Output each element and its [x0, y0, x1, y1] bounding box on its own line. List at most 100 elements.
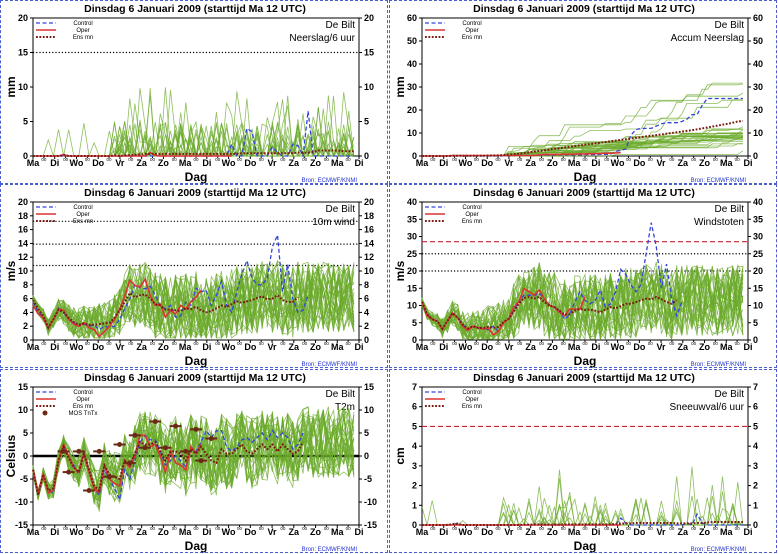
y-tick-label-right: 30 — [753, 232, 763, 242]
y-tick-label: 6 — [412, 402, 417, 412]
x-minor-tick-label: 00 — [539, 526, 545, 531]
x-minor-tick-label: 00 — [172, 341, 178, 346]
y-tick-label-right: 10 — [364, 266, 374, 276]
x-tick-label: Do — [244, 527, 256, 537]
x-tick-label: Ma — [331, 342, 344, 352]
y-tick-label: 10 — [18, 266, 28, 276]
mos-point — [117, 442, 123, 447]
x-minor-tick-label: 00 — [604, 341, 610, 346]
series-oper — [422, 151, 621, 157]
x-minor-tick-label: 00 — [452, 341, 458, 346]
ensemble-member-line — [32, 270, 354, 340]
y-tick-label-right: 40 — [753, 59, 763, 69]
y-tick-label-right: 4 — [753, 441, 758, 451]
x-tick-label: Do — [481, 342, 493, 352]
x-tick-label: Vr — [657, 342, 667, 352]
x-minor-tick-label: 00 — [430, 341, 436, 346]
y-tick-label: 14 — [18, 238, 28, 248]
x-tick-label: Ma — [568, 342, 581, 352]
x-tick-label: Ma — [331, 527, 344, 537]
y-tick-label: 40 — [407, 59, 417, 69]
y-tick-label: 5 — [412, 318, 417, 328]
x-minor-tick-label: 00 — [237, 341, 243, 346]
ensemble-member-line — [421, 265, 744, 341]
x-minor-tick-label: 00 — [107, 157, 113, 162]
chart-title: Dinsdag 6 Januari 2009 (starttijd Ma 12 … — [473, 3, 695, 15]
y-tick-label: 20 — [18, 197, 28, 207]
x-tick-label: Wo — [459, 158, 473, 168]
y-tick-label-right: 16 — [364, 225, 374, 235]
x-tick-label: Do — [633, 342, 645, 352]
x-tick-label: Do — [633, 158, 645, 168]
source-label: Bron: ECMWF/KNMI — [691, 547, 747, 553]
legend-label: Ens mn — [73, 35, 93, 41]
x-minor-tick-label: 00 — [215, 526, 221, 531]
x-tick-label: Za — [678, 158, 689, 168]
x-tick-label: Za — [289, 342, 300, 352]
ensemble-member-line — [421, 264, 744, 340]
series-ens-mn — [422, 521, 743, 526]
chart-panel-t2m: Dinsdag 6 Januari 2009 (starttijd Ma 12 … — [0, 369, 388, 553]
chart-svg: Dinsdag 6 Januari 2009 (starttijd Ma 12 … — [393, 3, 763, 184]
x-tick-label: Di — [591, 342, 600, 352]
x-minor-tick-label: 00 — [150, 341, 156, 346]
x-minor-tick-label: 00 — [259, 526, 265, 531]
x-minor-tick-label: 00 — [324, 341, 330, 346]
x-minor-tick-label: 00 — [496, 341, 502, 346]
x-tick-label: Za — [525, 527, 536, 537]
x-axis-label: Dag — [574, 354, 597, 368]
x-minor-tick-label: 00 — [193, 526, 199, 531]
x-minor-tick-label: 00 — [561, 157, 567, 162]
y-tick-label: 15 — [407, 283, 417, 293]
x-tick-label: Ma — [27, 158, 40, 168]
x-tick-label: Ma — [179, 342, 192, 352]
x-tick-label: Zo — [699, 158, 710, 168]
x-tick-label: Zo — [310, 158, 321, 168]
x-tick-label: Vr — [504, 158, 514, 168]
x-minor-tick-label: 00 — [237, 526, 243, 531]
x-tick-label: Vr — [268, 342, 278, 352]
x-minor-tick-label: 00 — [193, 157, 199, 162]
x-tick-label: Ma — [416, 527, 429, 537]
x-tick-label: Do — [481, 158, 493, 168]
x-tick-label: Zo — [310, 342, 321, 352]
x-tick-label: Vr — [115, 342, 125, 352]
y-tick-label: 8 — [23, 280, 28, 290]
source-label: Bron: ECMWF/KNMI — [691, 362, 747, 368]
x-minor-tick-label: 00 — [128, 526, 134, 531]
x-tick-label: Za — [678, 527, 689, 537]
y-tick-label-right: 6 — [364, 294, 369, 304]
x-tick-label: Za — [136, 527, 147, 537]
chart-panel-wind10m: Dinsdag 6 Januari 2009 (starttijd Ma 12 … — [0, 184, 388, 368]
y-tick-label: 15 — [18, 48, 28, 58]
y-tick-label-right: 18 — [364, 211, 374, 221]
x-minor-tick-label: 00 — [626, 157, 632, 162]
x-tick-label: Ma — [720, 158, 733, 168]
x-minor-tick-label: 00 — [474, 341, 480, 346]
series-ens-mn — [32, 440, 304, 496]
station-label: De Bilt — [715, 389, 745, 400]
y-tick-label-right: 0 — [364, 335, 369, 345]
x-tick-label: Vr — [504, 342, 514, 352]
ensemble-member-line — [32, 263, 355, 340]
x-tick-label: Zo — [547, 342, 558, 352]
station-label: De Bilt — [715, 20, 745, 31]
y-tick-label: 25 — [407, 249, 417, 259]
source-label: Bron: ECMWF/KNMI — [302, 362, 358, 368]
y-tick-label: 0 — [412, 520, 417, 530]
legend-label: Control — [462, 205, 481, 211]
x-minor-tick-label: 00 — [280, 157, 286, 162]
x-tick-label: Di — [439, 158, 448, 168]
y-tick-label-right: 25 — [753, 249, 763, 259]
x-minor-tick-label: 00 — [539, 341, 545, 346]
y-tick-label: 10 — [407, 301, 417, 311]
y-tick-label-right: 5 — [364, 117, 369, 127]
x-tick-label: Wo — [70, 527, 84, 537]
x-tick-label: Ma — [720, 342, 733, 352]
legend-label: Oper — [465, 212, 478, 218]
y-tick-label: 6 — [23, 294, 28, 304]
ensemble-member-line — [32, 261, 355, 340]
x-axis-label: Dag — [185, 539, 208, 553]
x-minor-tick-label: 00 — [691, 526, 697, 531]
y-tick-label-right: 15 — [364, 382, 374, 392]
